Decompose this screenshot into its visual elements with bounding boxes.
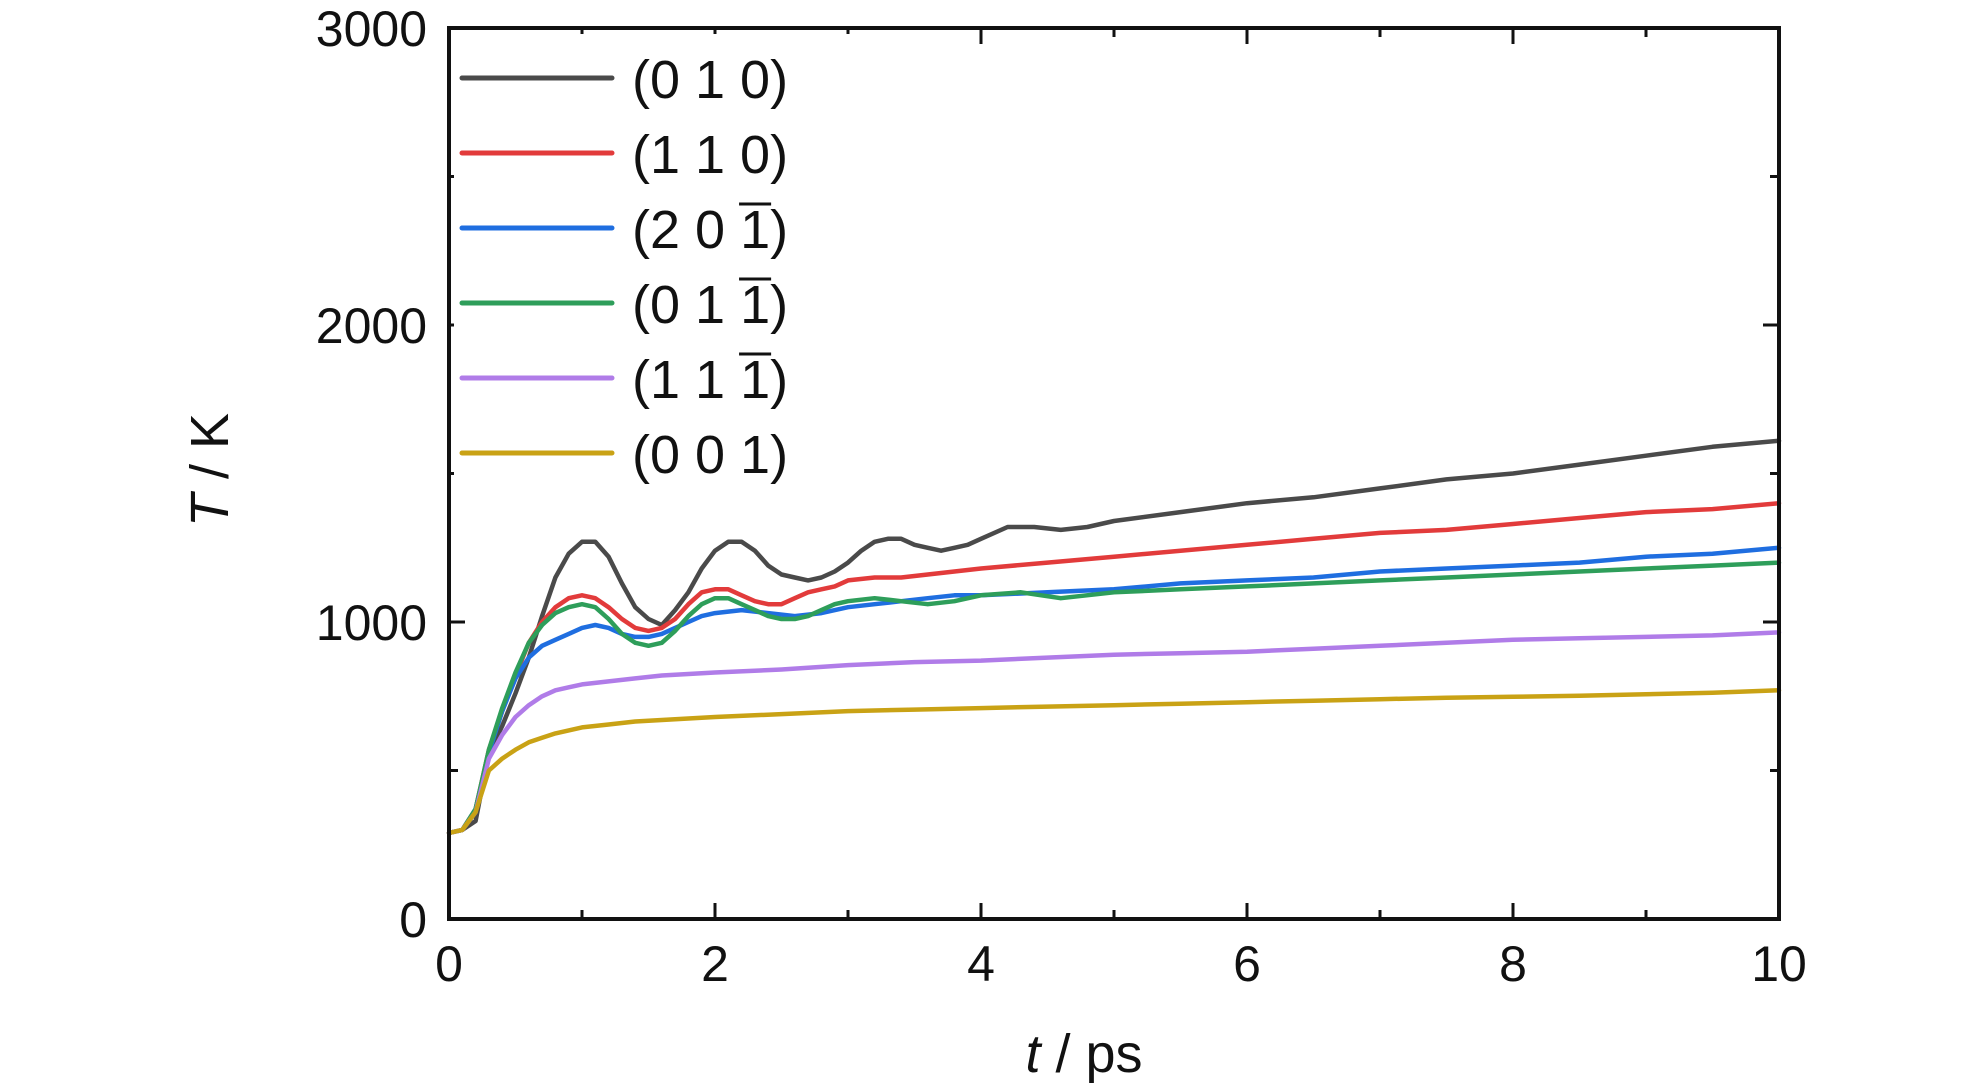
legend-label-part: (2 0 xyxy=(632,200,740,260)
legend-item: (0 0 1) xyxy=(459,425,788,485)
series-line-4 xyxy=(446,560,1782,836)
legend-label-part: (0 0 1) xyxy=(632,425,788,485)
x-tick-label: 6 xyxy=(1233,936,1261,992)
y-axis-label: T / K xyxy=(180,413,240,527)
legend-label: (0 0 1) xyxy=(632,425,788,485)
legend-label-part: ) xyxy=(770,200,788,260)
legend-label: (0 1 0) xyxy=(632,50,788,110)
legend-item: (0 1 1) xyxy=(459,275,788,335)
y-axis-variable: T xyxy=(180,490,240,527)
series-lines xyxy=(446,438,1782,836)
series-line-1 xyxy=(446,438,1782,836)
y-tick-label: 3000 xyxy=(316,1,427,57)
legend-label-part: (0 1 xyxy=(632,275,740,335)
series-line-3 xyxy=(446,545,1782,836)
x-tick-label: 8 xyxy=(1499,936,1527,992)
legend-label-part: ) xyxy=(770,275,788,335)
legend-label-part: (1 1 xyxy=(632,350,740,410)
x-tick-label: 4 xyxy=(967,936,995,992)
y-axis-unit: / K xyxy=(180,413,240,494)
legend-label-part: (0 1 0) xyxy=(632,50,788,110)
y-tick-label: 1000 xyxy=(316,595,427,651)
legend-label: (0 1 1) xyxy=(632,275,788,335)
legend-label-part: 1 xyxy=(740,275,770,335)
legend-label: (1 1 0) xyxy=(632,125,788,185)
y-tick-label: 2000 xyxy=(316,298,427,354)
legend-label-part: 1 xyxy=(740,200,770,260)
legend-label-part: (1 1 0) xyxy=(632,125,788,185)
series-line-2 xyxy=(446,500,1782,836)
legend-item: (1 1 0) xyxy=(459,125,788,185)
legend: (0 1 0)(1 1 0)(2 0 1)(0 1 1)(1 1 1)(0 0 … xyxy=(454,34,874,494)
x-axis-variable: t xyxy=(1025,1024,1042,1084)
x-tick-label: 10 xyxy=(1751,936,1807,992)
legend-item: (2 0 1) xyxy=(459,200,788,260)
legend-background xyxy=(454,34,874,494)
x-tick-label: 2 xyxy=(701,936,729,992)
x-axis-unit: / ps xyxy=(1040,1024,1142,1084)
legend-item: (1 1 1) xyxy=(459,350,788,410)
legend-label-part: ) xyxy=(770,350,788,410)
legend-label-part: 1 xyxy=(740,350,770,410)
series-line-5 xyxy=(446,630,1782,836)
legend-label: (2 0 1) xyxy=(632,200,788,260)
series-line-6 xyxy=(446,688,1782,836)
x-axis-label: t / ps xyxy=(1025,1024,1142,1084)
tick-labels: 0 2 4 6 8 10 0 1000 2000 3000 xyxy=(316,1,1807,992)
y-tick-label: 0 xyxy=(399,892,427,948)
x-tick-label: 0 xyxy=(435,936,463,992)
legend-label: (1 1 1) xyxy=(632,350,788,410)
legend-item: (0 1 0) xyxy=(459,50,788,110)
